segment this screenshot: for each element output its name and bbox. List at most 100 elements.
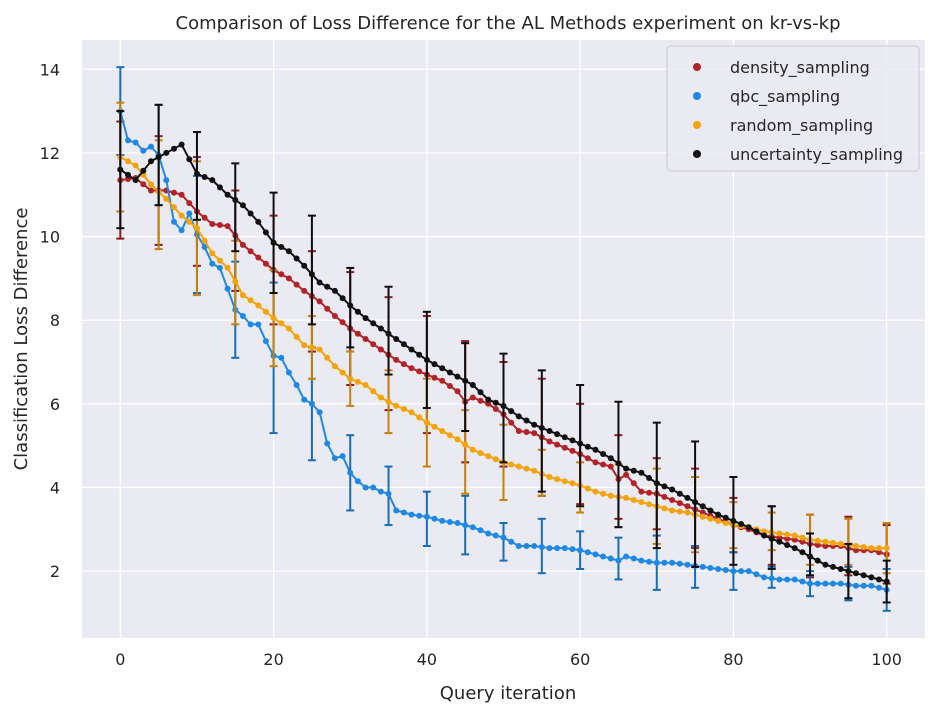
data-point [523,417,530,424]
data-point [262,260,269,267]
data-point [385,398,392,405]
data-point [485,453,492,460]
data-point [546,438,553,445]
legend-marker [693,63,701,71]
data-point [722,520,729,526]
data-point [408,365,415,372]
y-tick-label: 12 [40,144,60,163]
data-point [209,260,216,267]
data-point [584,549,591,556]
data-point [400,509,407,516]
data-point [661,483,668,490]
data-point [209,250,216,257]
data-point [607,455,614,462]
data-point [347,375,354,382]
data-point [163,149,170,156]
x-tick-label: 80 [723,650,743,669]
data-point [799,578,806,585]
data-point [584,455,591,462]
data-point [676,490,683,497]
data-point [163,195,170,202]
data-point [439,365,446,372]
data-point [600,461,607,468]
legend-label: random_sampling [730,116,873,136]
data-point [347,469,354,476]
data-point [239,313,246,319]
data-point [446,369,453,376]
series-uncertainty_sampling [116,103,891,604]
data-point [554,441,561,448]
data-point [730,568,737,575]
data-point [431,361,438,368]
data-point [232,197,239,203]
data-point [853,547,859,554]
data-point [171,204,177,211]
data-point [577,440,584,447]
data-point [354,308,361,315]
data-point [454,373,461,380]
data-point [477,527,484,534]
data-point [799,534,806,541]
data-point [416,414,423,421]
data-point [293,333,300,340]
data-point [324,305,331,312]
data-point [308,271,315,278]
data-point [216,257,223,264]
data-point [201,244,208,250]
data-point [377,325,384,332]
data-point [699,513,706,520]
data-point [301,342,308,349]
data-point [125,158,131,165]
data-point [423,419,430,426]
data-point [638,488,645,495]
data-point [301,262,308,269]
data-point [730,517,737,524]
data-point [699,563,706,570]
data-point [531,467,538,474]
data-point [262,229,269,236]
data-point [707,507,714,514]
data-point [239,292,246,299]
y-tick-label: 10 [40,228,60,247]
data-point [155,154,162,161]
data-point [132,162,139,169]
data-point [814,580,821,587]
data-point [761,532,768,539]
data-point [561,478,568,485]
data-point [561,434,568,441]
data-point [416,512,423,519]
data-point [132,139,139,146]
data-point [814,537,821,544]
data-point [837,580,844,587]
data-point [830,539,836,546]
data-point [669,559,676,566]
data-point [830,563,836,570]
data-point [469,524,476,531]
data-point [600,553,607,560]
data-point [278,320,285,327]
data-point [500,402,507,409]
data-point [454,388,461,395]
data-point [538,424,545,431]
data-point [178,141,185,148]
x-axis-label: Query iteration [440,683,576,704]
data-point [178,227,185,234]
data-point [423,513,430,520]
data-point [492,456,499,463]
data-point [538,544,545,550]
data-point [324,283,331,290]
data-point [638,499,645,506]
data-point [423,356,430,363]
data-point [876,545,882,552]
data-point [684,509,691,516]
data-point [370,320,377,327]
data-point [791,576,798,583]
data-point [140,147,147,154]
data-point [216,184,223,191]
data-point [485,400,492,407]
data-point [784,576,791,583]
data-point [531,543,538,549]
data-point [546,474,553,480]
data-point [462,377,469,384]
data-point [339,369,346,376]
